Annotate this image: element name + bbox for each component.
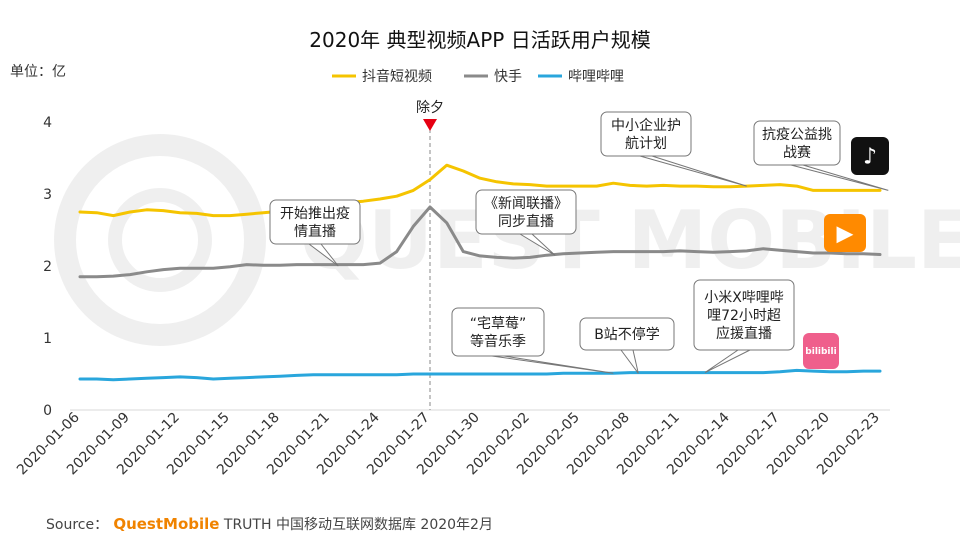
- annotation-callout: “宅草莓”等音乐季: [451, 307, 614, 374]
- y-tick-label: 4: [43, 115, 52, 131]
- legend-label-2: 哔哩哔哩: [568, 69, 624, 85]
- callout-box: [579, 317, 675, 351]
- callout-pointer: [639, 155, 747, 187]
- source-brand: QuestMobile: [108, 515, 219, 533]
- callout-text: 《新闻联播》: [484, 196, 568, 212]
- callout-text: “宅草莓”: [470, 316, 527, 332]
- bilibili-app-icon-glyph: bilibili: [805, 347, 836, 357]
- callout-pointer: [790, 164, 889, 191]
- legend-label-1: 快手: [494, 69, 522, 85]
- kuaishou-app-icon-bg: [824, 214, 866, 252]
- series-line-2: [78, 368, 882, 382]
- y-tick-label: 1: [43, 331, 52, 347]
- callout-pointer: [491, 355, 614, 374]
- douyin-app-icon: ♪: [851, 137, 889, 175]
- y-tick-label: 3: [43, 187, 52, 203]
- callout-box: [269, 199, 361, 245]
- y-tick-label: 2: [43, 259, 52, 275]
- callout-text: 应援直播: [716, 325, 772, 342]
- annotation-callout: 《新闻联播》同步直播: [475, 189, 577, 256]
- annotation-callout: B站不停学: [579, 317, 675, 374]
- watermark-inner-ring: [108, 188, 212, 292]
- bilibili-app-icon: bilibili: [803, 333, 839, 369]
- unit-label: 单位：亿: [10, 64, 66, 80]
- callout-pointer: [704, 349, 751, 374]
- source-rest: TRUTH 中国移动互联网数据库 2020年2月: [219, 517, 493, 533]
- callout-box: [693, 279, 795, 351]
- callout-text: 战赛: [783, 145, 811, 161]
- callout-text: 情直播: [294, 223, 336, 240]
- callout-text: B站不停学: [594, 326, 660, 343]
- callout-text: 哩72小时超: [707, 308, 781, 324]
- source-prefix: Source：: [46, 517, 108, 533]
- callout-text: 抗疫公益挑: [762, 127, 832, 143]
- callout-pointer: [308, 243, 339, 267]
- source-line: Source： QuestMobile TRUTH 中国移动互联网数据库 202…: [46, 515, 493, 533]
- bilibili-app-icon-bg: [803, 333, 839, 369]
- legend-label-0: 抖音短视频: [362, 68, 432, 85]
- new-year-eve-triangle: [423, 119, 437, 131]
- callout-text: 同步直播: [498, 213, 554, 230]
- callout-text: 等音乐季: [470, 333, 526, 350]
- chart-title: 2020年 典型视频APP 日活跃用户规模: [309, 28, 650, 52]
- callout-text: 航计划: [625, 136, 667, 152]
- callout-box: [600, 111, 692, 157]
- callout-text: 小米X哔哩哔: [704, 290, 784, 306]
- callout-text: 中小企业护: [611, 117, 681, 134]
- new-year-eve-label: 除夕: [416, 100, 444, 116]
- watermark-ring: [54, 134, 266, 346]
- kuaishou-app-icon-glyph: ▶: [837, 221, 854, 246]
- y-tick-label: 0: [43, 403, 52, 419]
- kuaishou-app-icon: ▶: [824, 214, 866, 252]
- callout-box: [753, 120, 841, 166]
- douyin-app-icon-bg: [851, 137, 889, 175]
- callout-pointer: [620, 349, 639, 374]
- callout-box: [451, 307, 545, 357]
- callout-box: [475, 189, 577, 235]
- callout-pointer: [519, 233, 556, 256]
- series-line-1: [78, 205, 882, 279]
- douyin-app-icon-glyph: ♪: [863, 144, 877, 169]
- callout-text: 开始推出疫: [280, 206, 350, 222]
